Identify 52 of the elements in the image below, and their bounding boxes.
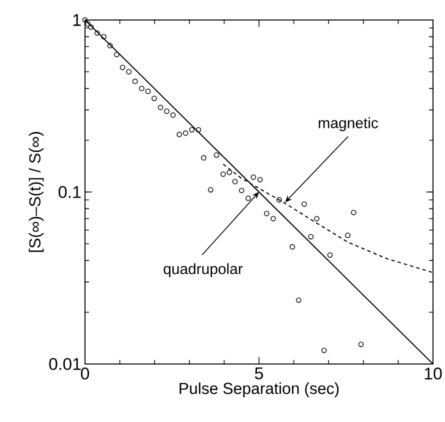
point <box>126 69 132 74</box>
point <box>246 196 251 201</box>
x-tick-label: 10 <box>424 368 442 380</box>
point <box>200 155 206 161</box>
point <box>120 64 126 70</box>
point <box>88 24 94 30</box>
point <box>321 348 327 354</box>
y-tick-label: 0.01 <box>49 358 81 370</box>
point <box>308 234 314 240</box>
annotation: quadrupolar <box>164 263 243 278</box>
point <box>350 210 356 216</box>
point <box>226 170 232 176</box>
y-tick-label: 1 <box>73 14 81 26</box>
x-tick-label: 0 <box>80 368 90 380</box>
point <box>220 171 226 177</box>
point <box>94 30 100 36</box>
point <box>189 127 195 132</box>
point <box>208 187 214 192</box>
point <box>296 297 302 303</box>
point <box>276 197 282 203</box>
point <box>302 201 307 207</box>
x-tick-label: 5 <box>254 368 263 380</box>
y-tick-label: 0.1 <box>58 186 81 198</box>
point <box>164 108 170 114</box>
point <box>290 244 296 250</box>
point <box>158 104 164 110</box>
point <box>139 86 144 92</box>
point <box>232 178 238 184</box>
point <box>345 232 350 238</box>
point <box>101 34 106 40</box>
point <box>145 88 151 94</box>
point <box>182 130 188 136</box>
point <box>257 176 263 182</box>
point <box>152 96 157 102</box>
point <box>358 342 364 348</box>
point <box>238 188 244 194</box>
point <box>196 127 202 132</box>
point <box>264 210 270 216</box>
point <box>176 132 182 138</box>
point <box>114 52 120 58</box>
point <box>132 78 138 84</box>
point <box>314 216 320 222</box>
point <box>107 42 113 48</box>
point <box>214 152 220 158</box>
point <box>270 216 276 222</box>
x-axis-title: Pulse Separation (sec) <box>180 382 339 398</box>
point <box>85 21 90 27</box>
point <box>170 112 176 118</box>
annotation: magnetic <box>318 117 378 132</box>
y-axis-title: [S(∞)–S(t)] / S(∞) <box>28 132 44 252</box>
point <box>250 174 256 180</box>
point <box>327 252 333 258</box>
